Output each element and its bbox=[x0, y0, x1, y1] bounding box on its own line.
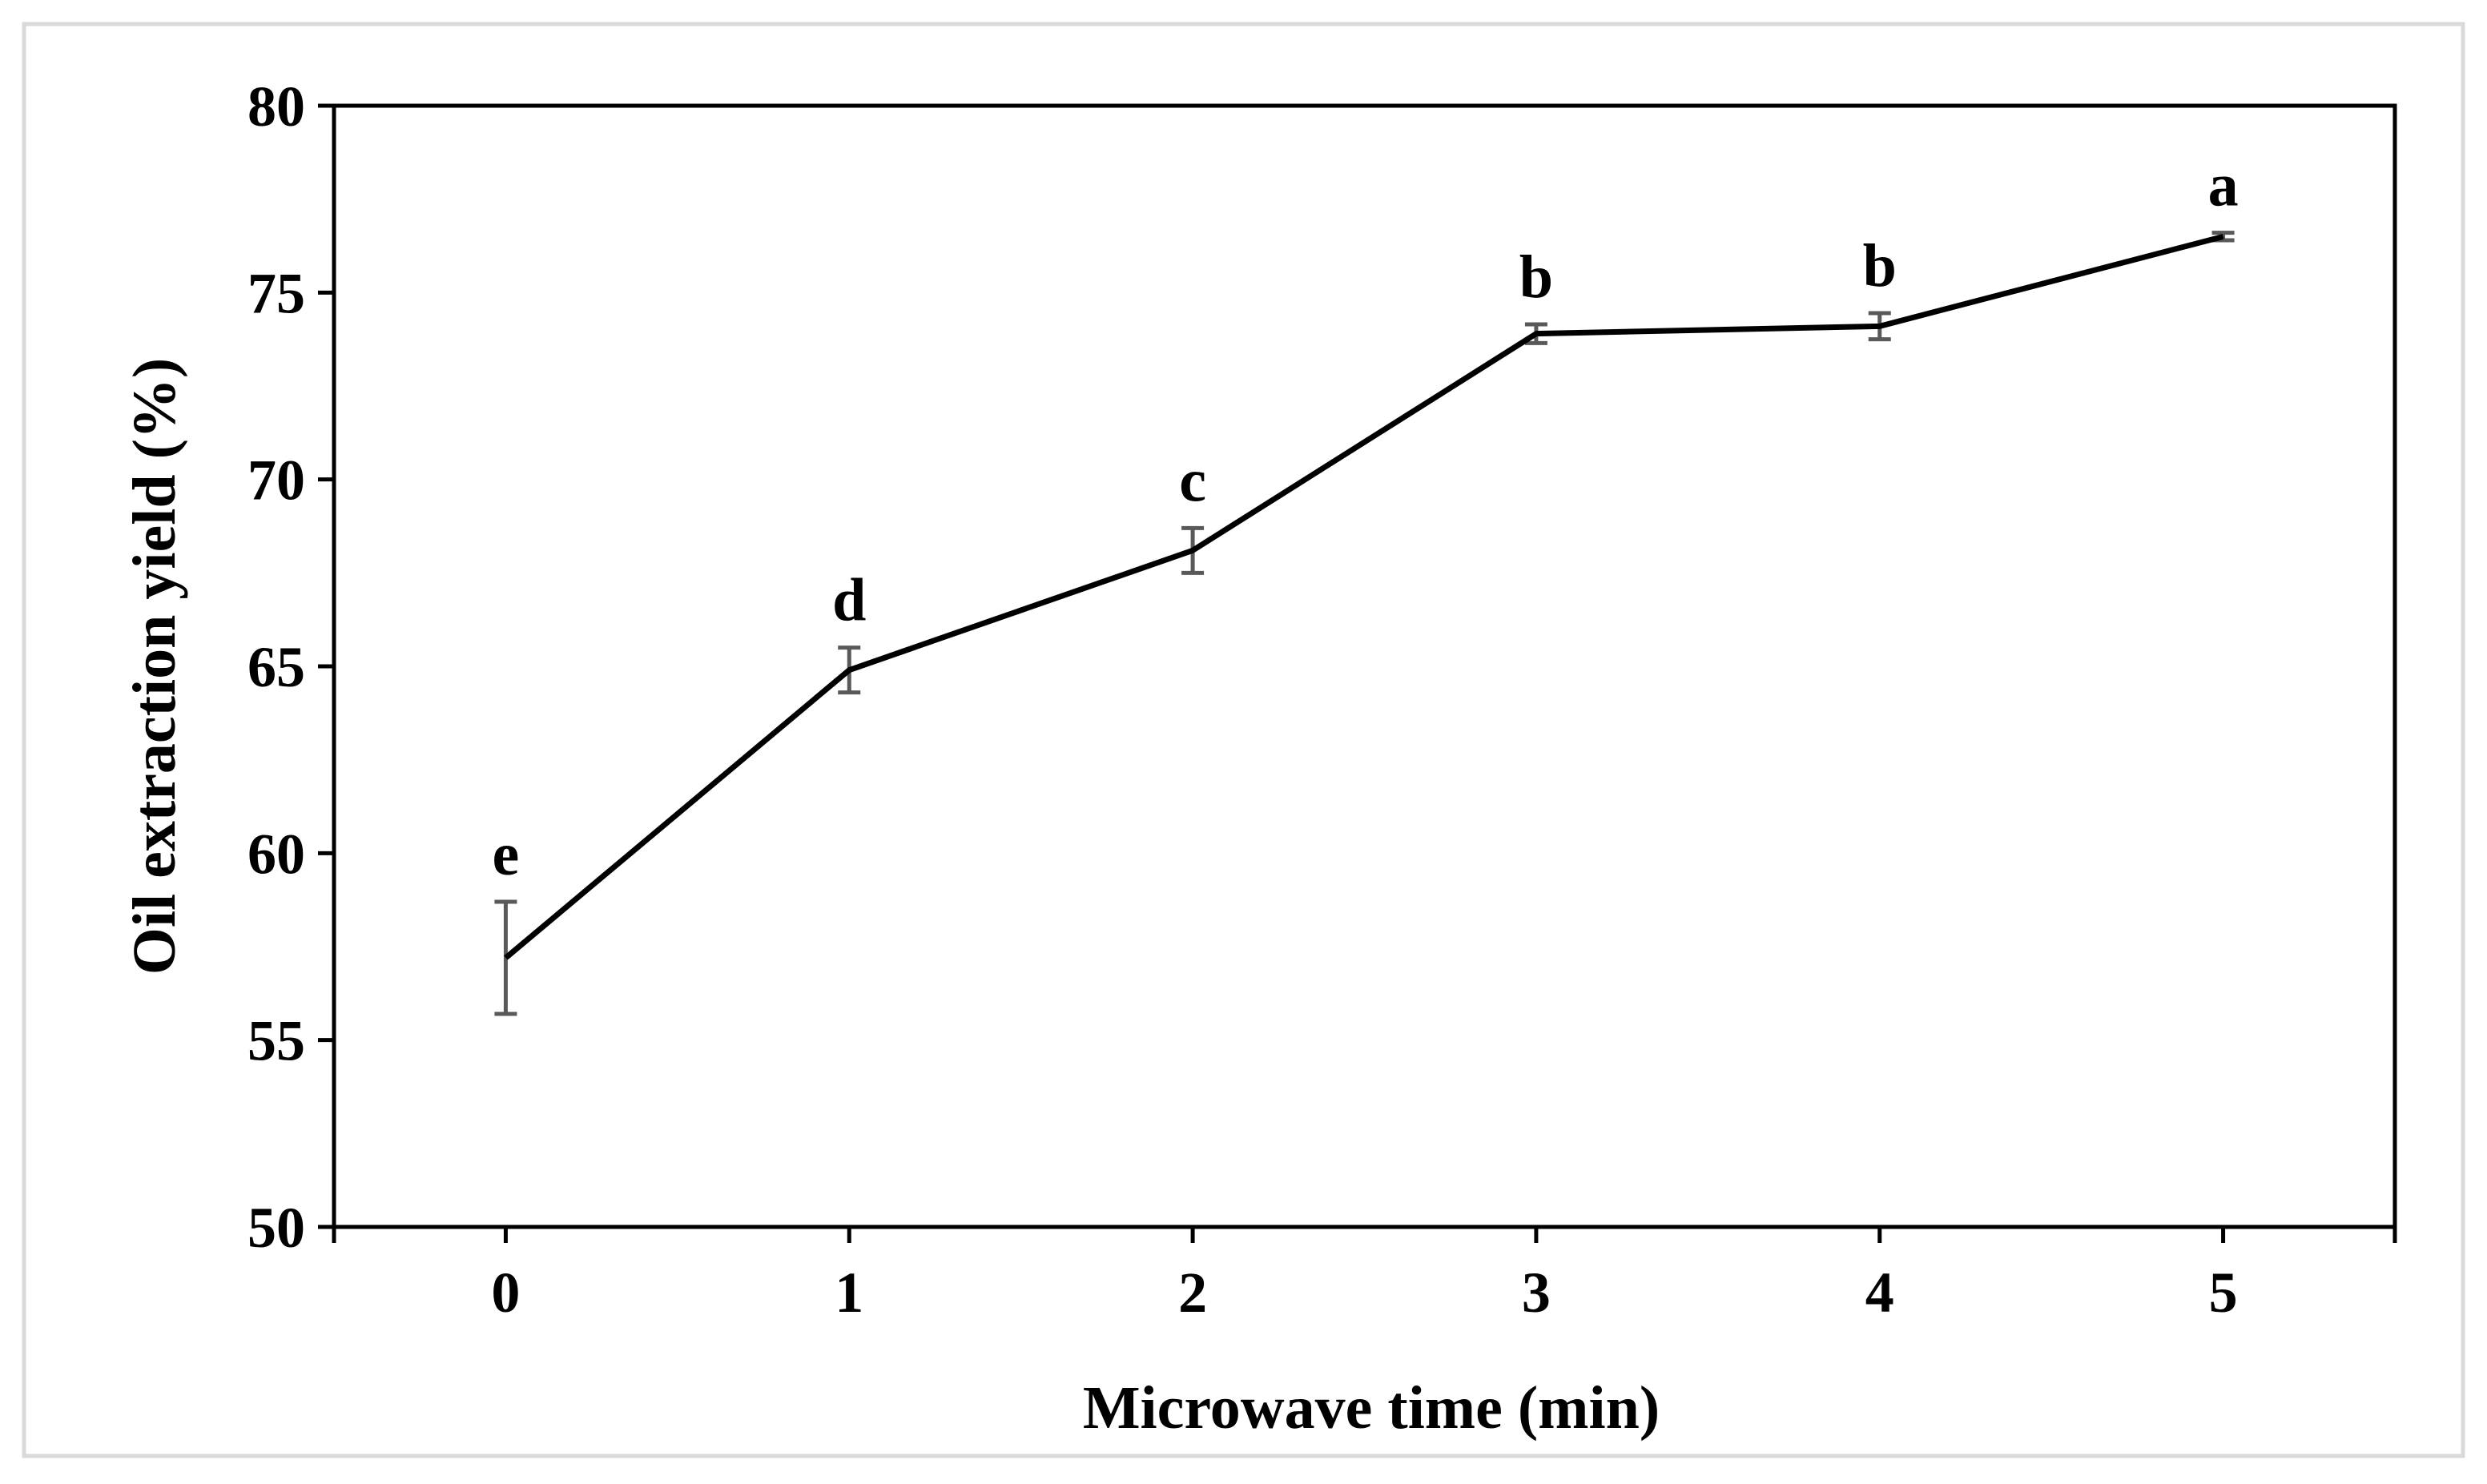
significance-letter: b bbox=[1863, 232, 1897, 300]
x-tick-label: 0 bbox=[491, 1261, 520, 1325]
x-tick-label: 2 bbox=[1178, 1261, 1207, 1325]
y-tick-label: 65 bbox=[247, 635, 305, 699]
significance-letter: c bbox=[1179, 447, 1206, 514]
outer-frame bbox=[24, 24, 2463, 1456]
y-tick-label: 60 bbox=[247, 822, 305, 886]
significance-letter: d bbox=[832, 567, 866, 634]
x-tick-label: 1 bbox=[835, 1261, 863, 1325]
y-tick-label: 55 bbox=[247, 1009, 305, 1073]
x-tick-label: 5 bbox=[2209, 1261, 2238, 1325]
significance-letter: a bbox=[2208, 152, 2239, 219]
y-axis-title: Oil extraction yield (%) bbox=[121, 358, 188, 975]
significance-letter: b bbox=[1519, 243, 1553, 311]
y-tick-label: 70 bbox=[247, 448, 305, 513]
x-tick-label: 4 bbox=[1865, 1261, 1894, 1325]
y-tick-label: 80 bbox=[247, 74, 305, 139]
y-tick-label: 50 bbox=[247, 1196, 305, 1260]
y-tick-label: 75 bbox=[247, 261, 305, 325]
x-axis-title: Microwave time (min) bbox=[1083, 1374, 1660, 1442]
x-tick-label: 3 bbox=[1522, 1261, 1551, 1325]
significance-letter: e bbox=[493, 821, 520, 888]
